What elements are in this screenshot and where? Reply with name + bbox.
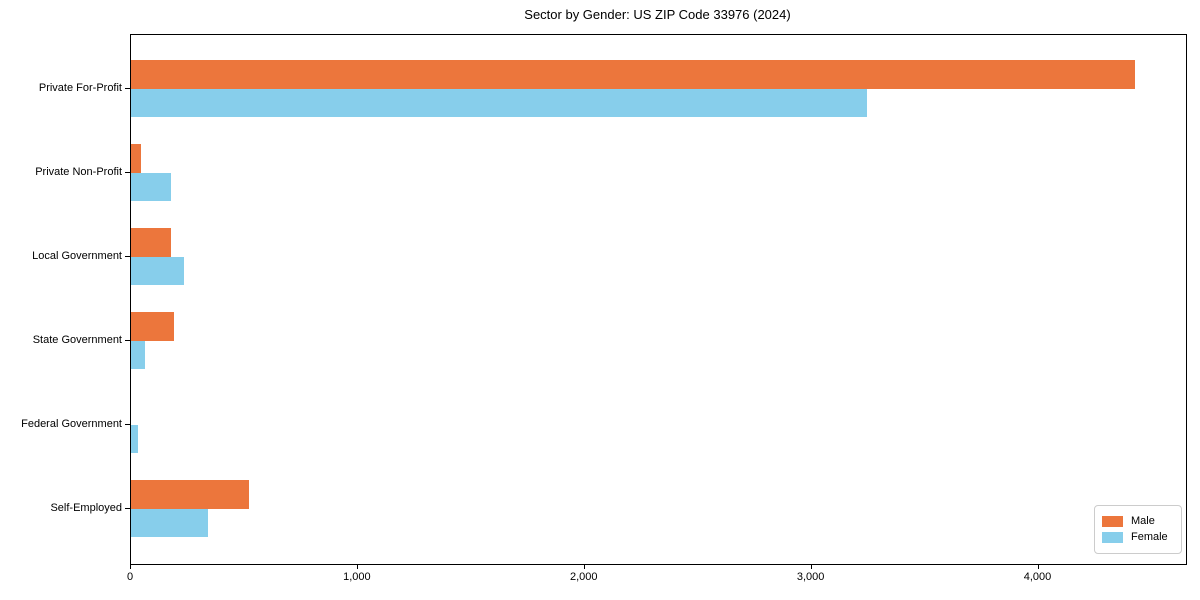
- y-tick-mark: [125, 507, 130, 509]
- y-axis-label: Private For-Profit: [38, 81, 122, 94]
- legend-swatch-female: [1102, 532, 1123, 543]
- bar-female: [131, 340, 146, 369]
- x-axis-label: 2,000: [569, 571, 598, 583]
- bar-male: [131, 60, 1135, 89]
- bar-female: [131, 256, 185, 285]
- x-axis-label: 1,000: [343, 571, 371, 583]
- y-tick-mark: [125, 255, 130, 257]
- x-tick-mark: [583, 565, 585, 569]
- legend-item-male: Male: [1102, 515, 1173, 528]
- x-axis-label: 3,000: [796, 571, 825, 583]
- bar-male: [131, 480, 249, 509]
- y-tick-mark: [125, 339, 130, 341]
- bar-female: [131, 172, 171, 201]
- legend: Male Female: [1094, 505, 1182, 554]
- y-axis-label: Federal Government: [21, 417, 122, 430]
- y-tick-mark: [125, 87, 130, 89]
- y-axis-label: State Government: [32, 333, 122, 346]
- y-axis-label: Private Non-Profit: [35, 165, 122, 178]
- x-axis-label: 4,000: [1023, 571, 1052, 583]
- x-axis-label: 0: [126, 571, 134, 583]
- x-tick-mark: [810, 565, 812, 569]
- x-tick-mark: [1037, 565, 1039, 569]
- bar-female: [131, 88, 868, 117]
- bar-male: [131, 312, 175, 341]
- x-tick-mark: [130, 565, 131, 569]
- legend-item-female: Female: [1102, 531, 1173, 544]
- plot-area: Male Female: [130, 34, 1187, 565]
- bar-female: [131, 508, 209, 537]
- x-tick-mark: [356, 565, 358, 569]
- bar-male: [131, 228, 171, 257]
- y-axis-label: Local Government: [32, 249, 122, 262]
- y-tick-mark: [125, 423, 130, 425]
- legend-label-male: Male: [1131, 515, 1155, 527]
- y-axis-label: Self-Employed: [50, 501, 122, 514]
- bar-female: [131, 424, 139, 453]
- chart-title: Sector by Gender: US ZIP Code 33976 (202…: [524, 7, 791, 22]
- legend-swatch-male: [1102, 516, 1123, 527]
- y-tick-mark: [125, 171, 130, 173]
- legend-label-female: Female: [1131, 531, 1168, 543]
- bar-male: [131, 144, 142, 173]
